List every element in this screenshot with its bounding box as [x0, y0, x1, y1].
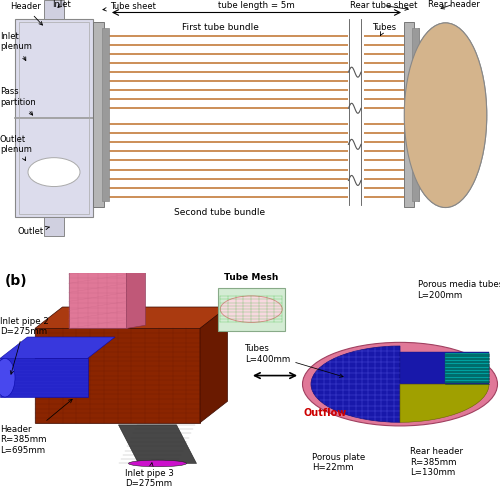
FancyBboxPatch shape — [404, 22, 414, 207]
Ellipse shape — [0, 358, 15, 397]
FancyBboxPatch shape — [92, 22, 104, 207]
FancyBboxPatch shape — [44, 0, 64, 19]
FancyBboxPatch shape — [44, 0, 64, 19]
FancyBboxPatch shape — [102, 28, 109, 201]
Text: Porous media tubes
L=200mm: Porous media tubes L=200mm — [418, 280, 500, 300]
Text: (a): (a) — [5, 1, 27, 16]
FancyBboxPatch shape — [218, 288, 285, 331]
Text: Inlet pipe 3
D=275mm: Inlet pipe 3 D=275mm — [125, 463, 174, 487]
Polygon shape — [400, 352, 489, 384]
Wedge shape — [400, 384, 489, 422]
FancyBboxPatch shape — [44, 217, 64, 236]
Circle shape — [302, 342, 498, 426]
Text: Header
R=385mm
L=695mm: Header R=385mm L=695mm — [0, 399, 72, 455]
FancyBboxPatch shape — [15, 19, 92, 217]
Text: Porous plate
H=22mm: Porous plate H=22mm — [312, 452, 366, 472]
Text: Outlet
plenum: Outlet plenum — [0, 134, 32, 161]
Text: (b): (b) — [5, 274, 28, 288]
Text: Second tube bundle: Second tube bundle — [174, 208, 266, 217]
FancyBboxPatch shape — [15, 19, 92, 217]
Text: Header: Header — [10, 2, 42, 25]
Text: First tube bundle: First tube bundle — [182, 23, 258, 32]
FancyBboxPatch shape — [348, 19, 364, 208]
Text: Tube Mesh: Tube Mesh — [224, 273, 278, 282]
Wedge shape — [311, 346, 400, 422]
Ellipse shape — [404, 23, 487, 207]
FancyBboxPatch shape — [412, 28, 418, 201]
Text: Inlet pipe 1
D=275mm: Inlet pipe 1 D=275mm — [0, 486, 1, 487]
Polygon shape — [35, 307, 228, 328]
Circle shape — [400, 90, 492, 141]
Text: Inlet: Inlet — [52, 0, 72, 9]
Text: Rear tube sheet: Rear tube sheet — [350, 1, 418, 10]
Polygon shape — [0, 337, 115, 358]
Polygon shape — [68, 239, 126, 328]
Ellipse shape — [78, 232, 136, 242]
Text: Tubes: Tubes — [372, 23, 396, 36]
Text: Inlet pipe 2
D=275mm: Inlet pipe 2 D=275mm — [0, 317, 49, 374]
Polygon shape — [118, 425, 196, 464]
Text: Outlet: Outlet — [18, 226, 49, 236]
Text: Tube sheet: Tube sheet — [103, 2, 156, 11]
Text: Rear header: Rear header — [428, 0, 480, 9]
Polygon shape — [200, 307, 228, 423]
FancyBboxPatch shape — [44, 217, 64, 236]
Ellipse shape — [404, 23, 487, 207]
Text: Rear header
R=385mm
L=130mm: Rear header R=385mm L=130mm — [410, 448, 463, 477]
Text: Pass
partition: Pass partition — [0, 88, 36, 115]
Polygon shape — [444, 353, 489, 383]
FancyBboxPatch shape — [412, 28, 418, 201]
Polygon shape — [35, 328, 200, 423]
FancyBboxPatch shape — [348, 19, 364, 208]
Circle shape — [220, 296, 282, 322]
Text: Outflow: Outflow — [304, 408, 346, 418]
FancyBboxPatch shape — [102, 28, 109, 201]
FancyBboxPatch shape — [0, 0, 418, 278]
FancyBboxPatch shape — [92, 22, 104, 207]
Polygon shape — [0, 358, 88, 397]
FancyBboxPatch shape — [404, 22, 414, 207]
Circle shape — [28, 158, 80, 187]
Circle shape — [28, 158, 80, 187]
Text: tube length = 5m: tube length = 5m — [218, 1, 295, 10]
Text: Tubes
L=400mm: Tubes L=400mm — [245, 344, 343, 377]
Text: Inlet
plenum: Inlet plenum — [0, 32, 32, 60]
Polygon shape — [126, 235, 146, 328]
Ellipse shape — [128, 460, 186, 467]
